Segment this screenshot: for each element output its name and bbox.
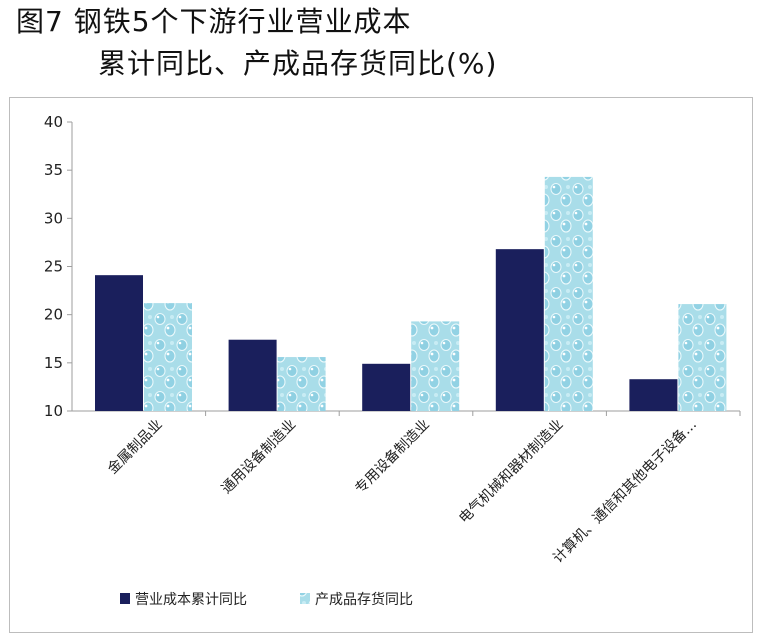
bar-series1 (362, 363, 411, 411)
bar-series1 (495, 249, 544, 411)
bar-series2 (544, 176, 593, 411)
y-tick-label: 30 (44, 209, 63, 227)
y-tick-label: 20 (44, 306, 63, 324)
x-category-label: 通用设备制造业 (218, 416, 299, 497)
x-category-label: 计算机、通信和其他电子设备… (549, 416, 700, 567)
bar-series1 (228, 339, 277, 411)
legend-swatch-series2 (300, 593, 310, 604)
chart-title-line-2: 累计同比、产成品存货同比(%) (98, 47, 498, 80)
bar-series2 (144, 303, 192, 411)
x-category-label: 专用设备制造业 (352, 416, 433, 497)
y-tick-label: 35 (44, 161, 63, 179)
y-tick-label: 25 (44, 258, 63, 276)
bar-series1 (95, 275, 143, 411)
x-category-label: 电气机械和器材制造业 (456, 417, 566, 527)
bar-series1 (629, 379, 678, 411)
y-tick-label: 40 (44, 113, 63, 131)
legend-swatch-series1 (120, 593, 130, 604)
x-category-label: 金属制品业 (105, 417, 166, 478)
bar-series2 (678, 304, 727, 411)
chart-title-line-1: 图7 钢铁5个下游行业营业成本 (16, 5, 412, 38)
bar-series2 (277, 357, 326, 411)
y-tick-label: 10 (44, 402, 63, 420)
legend-label-series1: 营业成本累计同比 (135, 592, 247, 608)
bar-series2 (411, 321, 460, 411)
y-tick-label: 15 (44, 354, 63, 372)
legend-label-series2: 产成品存货同比 (315, 591, 413, 608)
